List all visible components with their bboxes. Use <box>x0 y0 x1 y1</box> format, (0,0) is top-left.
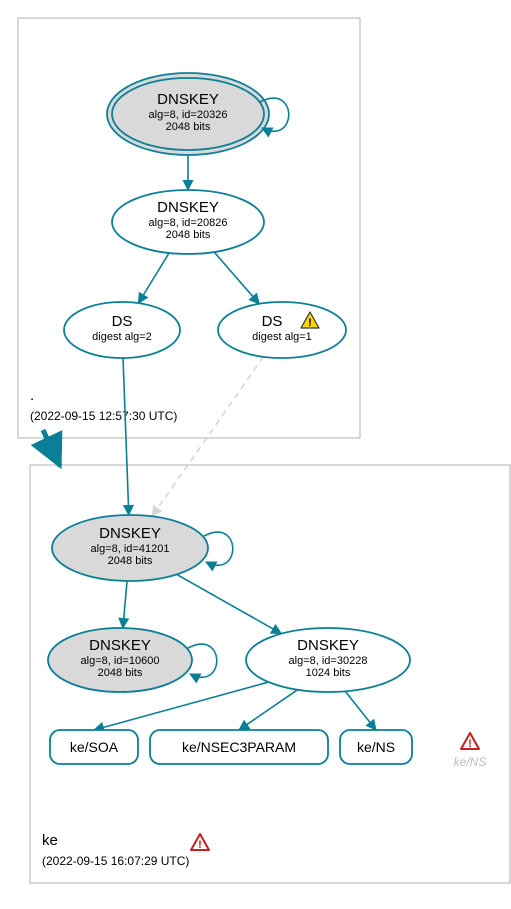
rr-label: ke/SOA <box>70 739 119 755</box>
node-title: DNSKEY <box>157 199 219 216</box>
node-line2: alg=8, id=20326 <box>149 109 228 121</box>
zone-label: . <box>30 387 34 404</box>
node-title: DNSKEY <box>89 637 151 654</box>
node-line3: 2048 bits <box>98 667 143 679</box>
node-title: DNSKEY <box>99 525 161 542</box>
node-ds_alg2 <box>64 302 180 358</box>
zone-timestamp: (2022-09-15 16:07:29 UTC) <box>42 854 189 868</box>
edge <box>345 691 376 730</box>
zone-timestamp: (2022-09-15 12:57:30 UTC) <box>30 409 177 423</box>
node-line2: alg=8, id=20826 <box>149 217 228 229</box>
node-line2: digest alg=2 <box>92 331 152 343</box>
svg-text:!: ! <box>468 738 472 750</box>
node-line2: alg=8, id=41201 <box>91 543 170 555</box>
edge <box>152 357 263 517</box>
node-line2: alg=8, id=10600 <box>81 655 160 667</box>
edge <box>177 574 282 633</box>
dnssec-diagram: . (2022-09-15 12:57:30 UTC) ke (2022-09-15 … <box>10 10 511 899</box>
svg-text:!: ! <box>198 839 202 851</box>
edge <box>239 690 298 730</box>
edge <box>123 358 129 515</box>
node-title: DS <box>262 313 283 330</box>
node-title: DS <box>112 313 133 330</box>
node-line3: 2048 bits <box>108 555 153 567</box>
edge <box>214 252 259 304</box>
edge <box>138 253 169 303</box>
node-ds_alg1: ! <box>218 302 346 358</box>
error-label: ke/NS <box>454 755 487 769</box>
node-title: DNSKEY <box>297 637 359 654</box>
error-icon: ! <box>191 834 209 851</box>
node-line2: alg=8, id=30228 <box>289 655 368 667</box>
svg-text:!: ! <box>308 317 312 329</box>
rr-label: ke/NS <box>357 739 395 755</box>
node-title: DNSKEY <box>157 91 219 108</box>
error-icon: ! <box>461 733 479 750</box>
node-line3: 2048 bits <box>166 121 211 133</box>
zone-label: ke <box>42 832 58 849</box>
node-line3: 1024 bits <box>306 667 351 679</box>
zone-link-arrow <box>43 430 60 466</box>
node-line2: digest alg=1 <box>252 331 312 343</box>
edge <box>123 581 127 628</box>
node-line3: 2048 bits <box>166 229 211 241</box>
rr-label: ke/NSEC3PARAM <box>182 739 296 755</box>
